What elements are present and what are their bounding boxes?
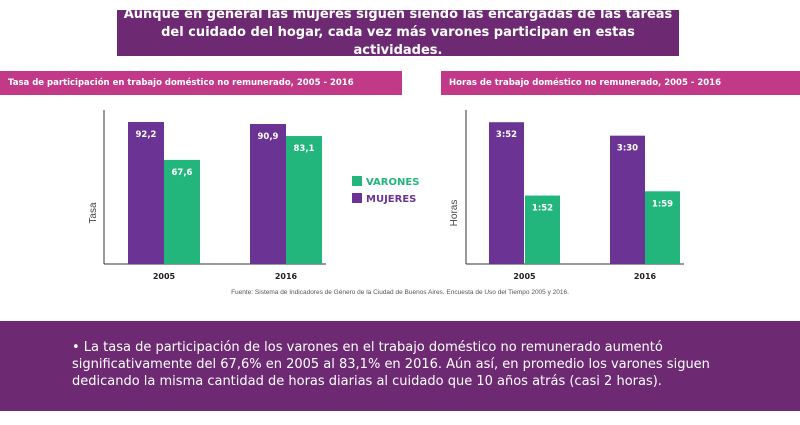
x-tick-label-participation-2016: 2016 [275, 272, 298, 281]
legend-swatch-mujeres [352, 193, 362, 203]
chart-title-hours: Horas de trabajo doméstico no remunerado… [441, 71, 800, 95]
bar-participation-varones-2016 [286, 136, 322, 264]
data-label-participation-varones-2016: 83,1 [294, 144, 315, 154]
x-tick-label-hours-2005: 2005 [513, 272, 536, 281]
y-axis-label-participation: Tasa [88, 202, 99, 224]
headline: Aunque en general las mujeres siguen sie… [117, 7, 679, 58]
bar-hours-varones-2005 [525, 195, 560, 264]
bar-hours-varones-2016 [645, 191, 680, 264]
y-axis-label-hours: Horas [449, 200, 460, 227]
bar-hours-mujeres-2005 [489, 122, 524, 265]
bar-hours-mujeres-2016 [610, 135, 645, 264]
legend-swatch-varones [352, 176, 362, 186]
x-tick-label-participation-2005: 2005 [153, 272, 176, 281]
source-note: Fuente: Sistema de Indicadores de Género… [231, 289, 569, 296]
x-tick-label-hours-2016: 2016 [634, 272, 657, 281]
legend-label-mujeres: MUJERES [366, 194, 416, 205]
data-label-hours-mujeres-2005: 3:52 [496, 130, 517, 140]
charts-canvas: Tasa 92,2 90,9 67,6 83,1 2005 2016 Horas 3:52 3:3… [88, 110, 684, 281]
data-label-participation-mujeres-2016: 90,9 [258, 132, 279, 142]
data-label-hours-mujeres-2016: 3:30 [617, 144, 638, 154]
bar-participation-mujeres-2005 [128, 122, 164, 265]
footer-note: • La tasa de participación de los varone… [0, 321, 800, 411]
data-label-participation-mujeres-2005: 92,2 [136, 130, 157, 140]
bar-participation-mujeres-2016 [250, 124, 286, 264]
data-label-hours-varones-2005: 1:52 [532, 204, 553, 214]
bar-participation-varones-2005 [164, 159, 200, 264]
data-label-participation-varones-2005: 67,6 [172, 168, 193, 178]
chart-title-participation: Tasa de participación en trabajo domésti… [0, 71, 402, 95]
data-label-hours-varones-2016: 1:59 [652, 199, 673, 209]
legend-label-varones: VARONES [366, 177, 419, 188]
